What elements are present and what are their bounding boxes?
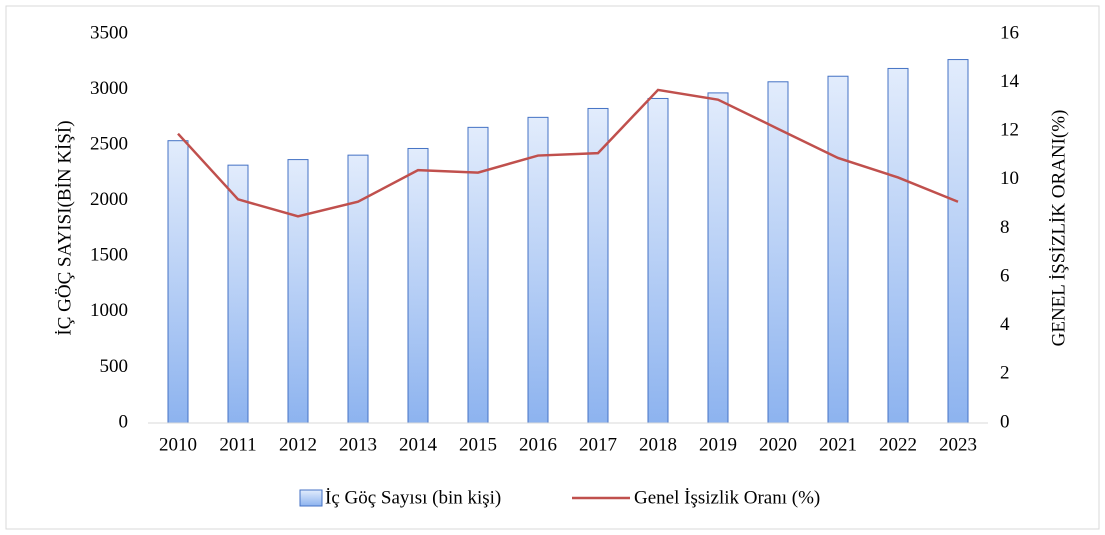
legend-swatch [299,489,323,507]
y2-tick-label: 0 [1000,411,1010,432]
y2-tick-label: 16 [1000,22,1019,43]
legend-label: Genel İşsizlik Oranı (%) [634,487,820,508]
line [177,88,959,218]
bar [587,107,609,424]
x-tick-label: 2017 [579,434,617,455]
bar [287,159,309,424]
y2-tick-label: 14 [1000,71,1020,92]
x-tick-label: 2020 [759,434,797,455]
legend-label: İç Göç Sayısı (bin kişi) [325,487,501,508]
x-tick-label: 2011 [219,434,256,455]
x-tick-label: 2015 [459,434,497,455]
y-tick-label: 3500 [90,22,128,43]
x-tick-label: 2012 [279,434,317,455]
y2-tick-label: 4 [1000,314,1010,335]
x-tick-label: 2013 [339,434,377,455]
x-tick-label: 2022 [879,434,917,455]
x-tick-label: 2014 [399,434,438,455]
y-tick-label: 0 [119,411,129,432]
x-tick-label: 2019 [699,434,737,455]
y2-axis-label: GENEL İŞSİZLİK ORANI(%) [1048,110,1069,347]
bar [227,164,249,424]
bar [527,116,549,424]
y-tick-label: 2500 [90,134,128,155]
x-tick-label: 2021 [819,434,857,455]
y-tick-label: 1000 [90,300,128,321]
bar [947,59,969,424]
bar [347,154,369,424]
y-tick-label: 2000 [90,189,128,210]
bar [647,97,669,424]
y2-tick-label: 12 [1000,120,1019,141]
bar [707,92,729,424]
y2-tick-label: 8 [1000,217,1010,238]
x-tick-label: 2016 [519,434,557,455]
y2-tick-label: 2 [1000,363,1010,384]
y2-tick-label: 10 [1000,168,1019,189]
bar [827,75,849,424]
y-tick-label: 500 [100,356,129,377]
bar [407,147,429,424]
y-tick-label: 1500 [90,245,128,266]
bar [887,67,909,424]
y2-tick-label: 6 [1000,265,1010,286]
y-axis-label: İÇ GÖÇ SAYISI(BİN KİŞİ) [54,120,75,335]
x-tick-label: 2018 [639,434,677,455]
x-tick-label: 2010 [159,434,197,455]
y-tick-label: 3000 [90,78,128,99]
x-tick-label: 2023 [939,434,977,455]
bar [167,140,189,424]
